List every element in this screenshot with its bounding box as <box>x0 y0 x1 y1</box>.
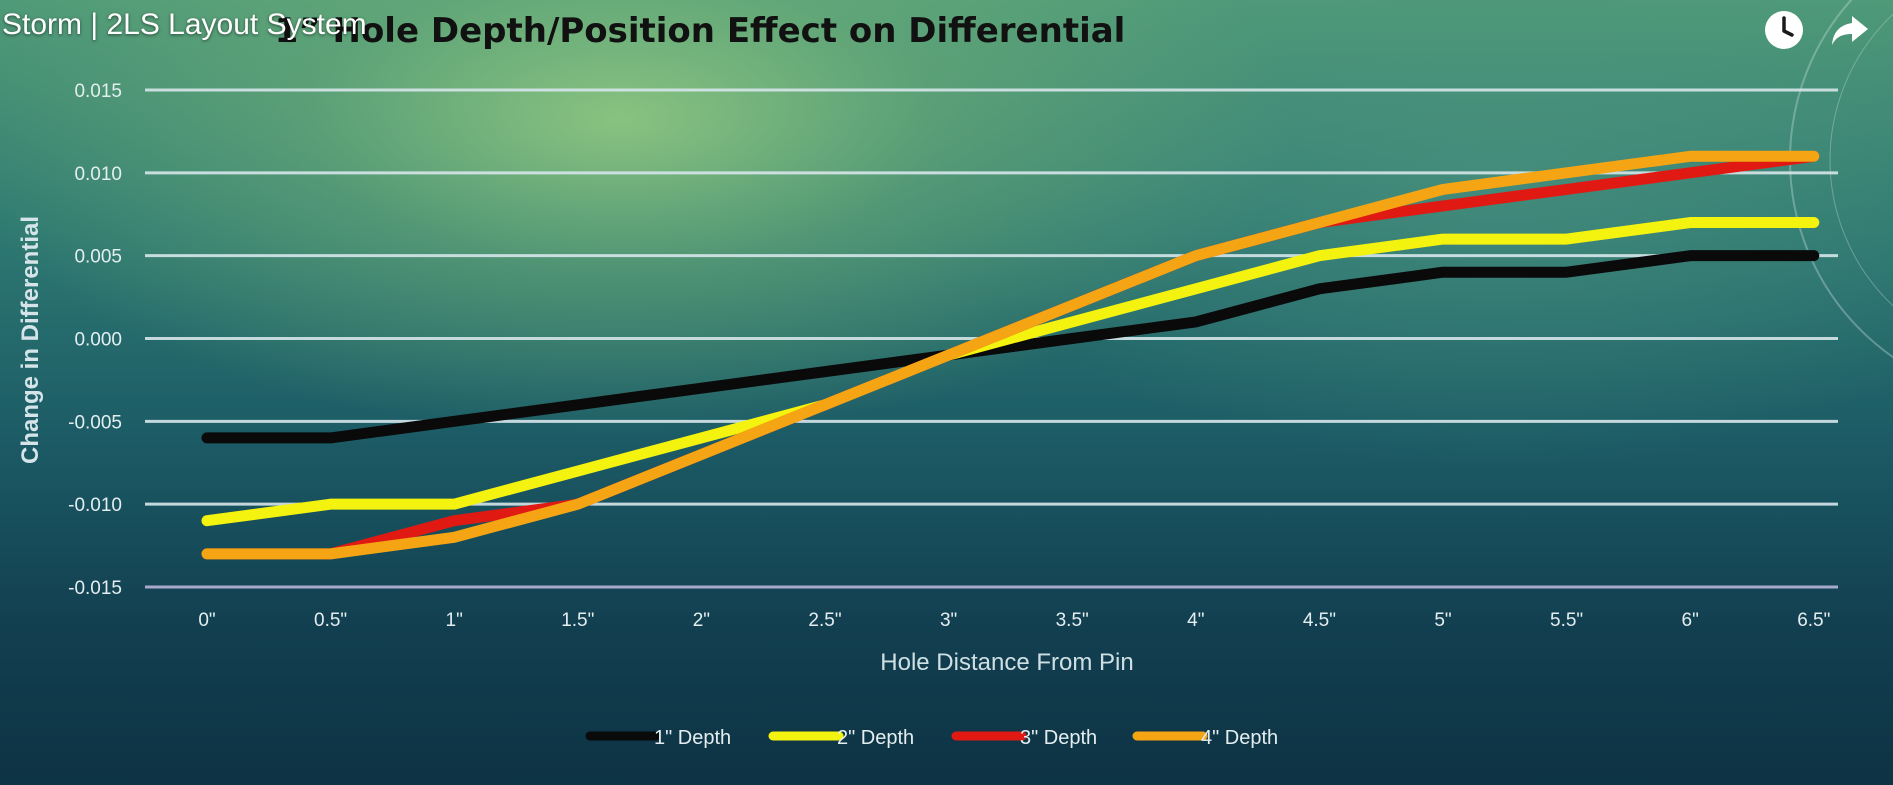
legend: 1" Depth 2" Depth 3" Depth 4" Depth <box>585 727 1278 749</box>
x-tick-label: 2.5" <box>808 610 841 631</box>
x-axis-label: Hole Distance From Pin <box>880 649 1133 676</box>
x-tick-label: 1" <box>446 610 463 631</box>
series-line-2 <box>201 217 1820 527</box>
legend-label: 1" Depth <box>654 727 731 749</box>
x-tick-label: 4" <box>1187 610 1204 631</box>
share-button[interactable] <box>1828 8 1872 52</box>
x-tick-label: 3.5" <box>1056 610 1089 631</box>
x-tick-label: 3" <box>940 610 957 631</box>
x-tick-label: 0" <box>198 610 215 631</box>
y-tick-label: 0.015 <box>74 81 122 102</box>
x-tick-label: 2" <box>693 610 710 631</box>
y-tick-label: -0.010 <box>68 495 122 516</box>
y-axis-ticks: 0.015 0.010 0.005 0.000 -0.005 -0.010 -0.015 <box>68 81 122 599</box>
x-axis-ticks: 0" 0.5" 1" 1.5" 2" 2.5" 3" 3.5" 4" 4.5" 5" 5.5" 6" 6.… <box>198 610 1830 631</box>
series-lines <box>201 150 1820 560</box>
y-tick-label: 0.010 <box>74 164 122 185</box>
y-tick-label: 0.005 <box>74 247 122 268</box>
video-title[interactable]: Storm | 2LS Layout System <box>2 8 367 41</box>
legend-label: 4" Depth <box>1201 727 1278 749</box>
clock-icon <box>1765 11 1803 49</box>
x-tick-label: 5.5" <box>1550 610 1583 631</box>
chart-title: 1” Hole Depth/Position Effect on Differe… <box>275 11 1126 51</box>
x-tick-label: 6" <box>1682 610 1699 631</box>
series-line-3 <box>201 150 1820 560</box>
x-tick-label: 1.5" <box>561 610 594 631</box>
y-tick-label: 0.000 <box>74 330 122 351</box>
x-tick-label: 5" <box>1434 610 1451 631</box>
x-tick-label: 6.5" <box>1797 610 1830 631</box>
y-axis-label: Change in Differential <box>17 216 44 464</box>
series-line-4 <box>201 150 1820 560</box>
y-tick-label: -0.015 <box>68 578 122 599</box>
series-line-1 <box>201 250 1820 444</box>
watch-later-button[interactable] <box>1762 8 1806 52</box>
x-tick-label: 0.5" <box>314 610 347 631</box>
y-tick-label: -0.005 <box>68 412 122 433</box>
legend-label: 2" Depth <box>837 727 914 749</box>
x-tick-label: 4.5" <box>1303 610 1336 631</box>
legend-label: 3" Depth <box>1020 727 1097 749</box>
share-arrow-icon <box>1832 16 1868 45</box>
